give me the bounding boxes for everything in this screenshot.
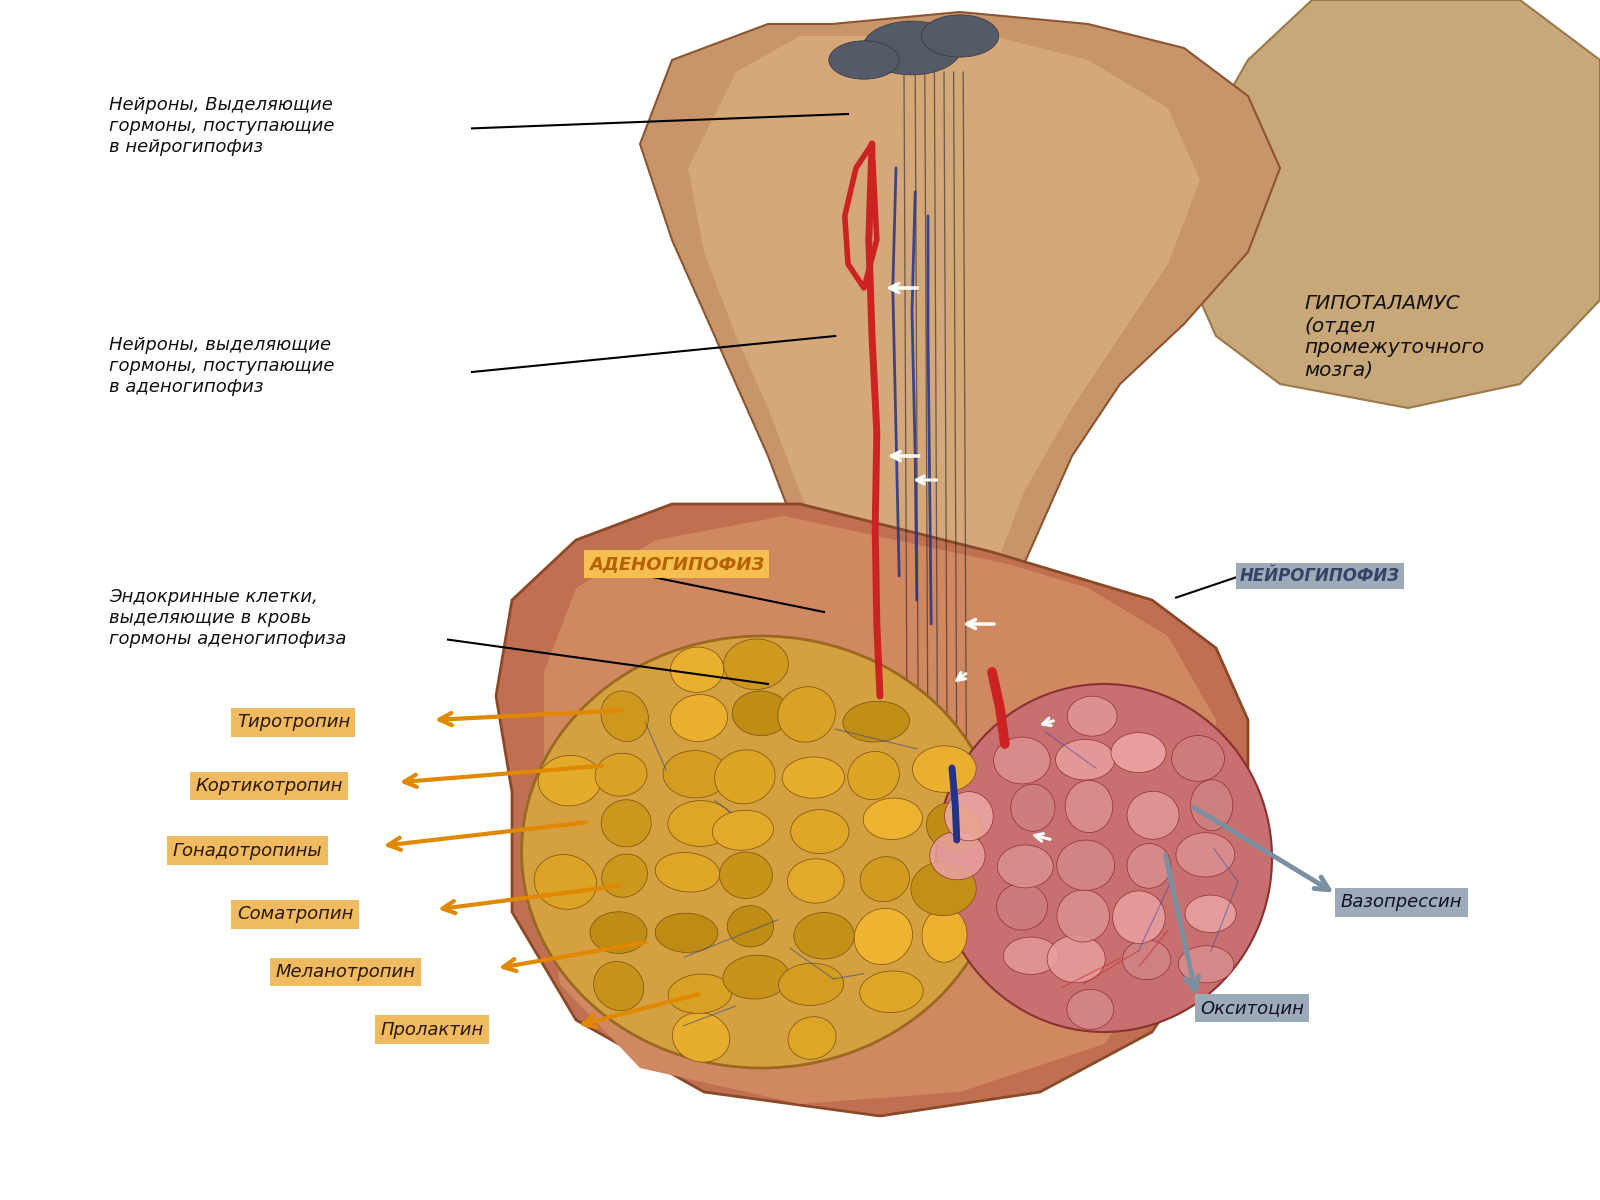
Ellipse shape <box>1126 844 1171 888</box>
Ellipse shape <box>787 859 845 904</box>
Ellipse shape <box>1067 989 1114 1030</box>
Polygon shape <box>1184 0 1600 408</box>
Ellipse shape <box>534 854 597 910</box>
Ellipse shape <box>672 1013 730 1062</box>
Ellipse shape <box>1066 780 1112 833</box>
Text: Соматропин: Соматропин <box>237 905 354 924</box>
Ellipse shape <box>829 41 899 79</box>
Ellipse shape <box>936 684 1272 1032</box>
Ellipse shape <box>790 810 850 853</box>
Ellipse shape <box>1110 733 1166 773</box>
Ellipse shape <box>994 737 1050 784</box>
Ellipse shape <box>669 974 731 1013</box>
Ellipse shape <box>667 800 733 846</box>
Ellipse shape <box>912 745 976 792</box>
Text: Тиротропин: Тиротропин <box>237 713 350 731</box>
Text: Пролактин: Пролактин <box>381 1020 485 1039</box>
Ellipse shape <box>861 857 909 901</box>
Ellipse shape <box>1056 739 1115 780</box>
Ellipse shape <box>843 701 909 742</box>
Ellipse shape <box>733 691 789 736</box>
Ellipse shape <box>778 686 835 742</box>
Ellipse shape <box>1178 946 1234 983</box>
Ellipse shape <box>997 845 1053 888</box>
Ellipse shape <box>848 751 899 799</box>
Ellipse shape <box>656 852 720 892</box>
Ellipse shape <box>522 636 1002 1068</box>
Ellipse shape <box>930 832 986 880</box>
Ellipse shape <box>862 22 962 74</box>
Ellipse shape <box>594 961 643 1010</box>
Ellipse shape <box>670 695 728 742</box>
Ellipse shape <box>602 691 648 742</box>
Text: Нейроны, Выделяющие
гормоны, поступающие
в нейрогипофиз: Нейроны, Выделяющие гормоны, поступающие… <box>109 96 334 156</box>
Ellipse shape <box>859 971 923 1013</box>
Ellipse shape <box>1171 736 1224 781</box>
Ellipse shape <box>922 14 998 58</box>
Ellipse shape <box>794 912 854 959</box>
Ellipse shape <box>1056 840 1115 890</box>
Ellipse shape <box>1126 791 1179 839</box>
Ellipse shape <box>1123 940 1171 979</box>
Ellipse shape <box>720 852 773 899</box>
Text: ГИПОТАЛАМУС
(отдел
промежуточного
мозга): ГИПОТАЛАМУС (отдел промежуточного мозга) <box>1304 294 1485 379</box>
Ellipse shape <box>728 906 773 947</box>
Ellipse shape <box>782 757 845 798</box>
Ellipse shape <box>723 638 789 690</box>
Ellipse shape <box>654 913 718 953</box>
Ellipse shape <box>1176 833 1235 877</box>
Ellipse shape <box>1011 784 1054 832</box>
Ellipse shape <box>1186 895 1237 932</box>
Ellipse shape <box>854 908 912 965</box>
Text: Меланотропин: Меланотропин <box>275 962 416 982</box>
Ellipse shape <box>944 792 994 841</box>
Ellipse shape <box>715 750 774 804</box>
Ellipse shape <box>1112 890 1165 943</box>
Text: Гонадотропины: Гонадотропины <box>173 842 323 859</box>
Ellipse shape <box>723 955 789 1000</box>
Ellipse shape <box>926 803 981 852</box>
Text: Нейроны, выделяющие
гормоны, поступающие
в аденогипофиз: Нейроны, выделяющие гормоны, поступающие… <box>109 336 334 396</box>
Text: Кортикотропин: Кортикотропин <box>195 778 342 796</box>
Ellipse shape <box>712 810 773 851</box>
Ellipse shape <box>779 964 843 1006</box>
Ellipse shape <box>595 754 646 796</box>
Ellipse shape <box>662 750 728 798</box>
Polygon shape <box>544 516 1216 1104</box>
Text: АДЕНОГИПОФИЗ: АДЕНОГИПОФИЗ <box>589 554 765 572</box>
Ellipse shape <box>997 883 1048 930</box>
Polygon shape <box>640 12 1280 816</box>
Ellipse shape <box>1190 780 1234 830</box>
Ellipse shape <box>1058 890 1109 942</box>
Ellipse shape <box>862 798 922 840</box>
Text: НЕЙРОГИПОФИЗ: НЕЙРОГИПОФИЗ <box>1240 566 1400 584</box>
Ellipse shape <box>1003 937 1059 974</box>
Polygon shape <box>496 504 1248 1116</box>
Ellipse shape <box>1046 935 1106 983</box>
Ellipse shape <box>789 1016 837 1060</box>
Text: Окситоцин: Окситоцин <box>1200 998 1304 1018</box>
Ellipse shape <box>922 908 966 962</box>
Ellipse shape <box>1067 696 1117 736</box>
Ellipse shape <box>910 862 976 916</box>
Ellipse shape <box>590 912 646 953</box>
Polygon shape <box>688 36 1200 804</box>
Ellipse shape <box>538 755 602 806</box>
Ellipse shape <box>670 647 723 692</box>
Text: Вазопрессин: Вазопрессин <box>1341 893 1462 912</box>
Ellipse shape <box>602 799 651 847</box>
Ellipse shape <box>602 854 648 898</box>
Text: Эндокринные клетки,
выделяющие в кровь
гормоны аденогипофиза: Эндокринные клетки, выделяющие в кровь г… <box>109 588 346 648</box>
